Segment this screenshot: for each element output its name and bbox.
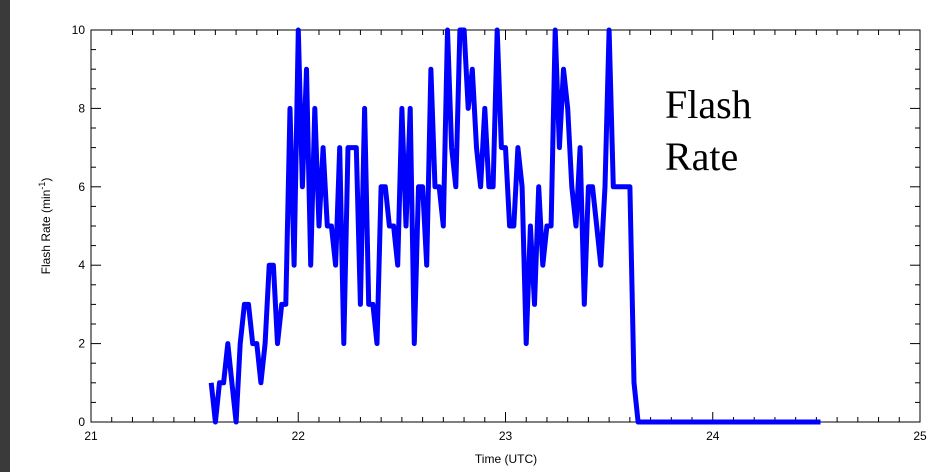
x-tick-label: 25 — [913, 429, 927, 443]
y-axis-title-end: ) — [39, 178, 53, 182]
y-tick-label: 8 — [78, 101, 85, 115]
x-tick-label: 22 — [292, 429, 306, 443]
y-tick-label: 4 — [78, 258, 85, 272]
y-axis-title-superscript: -1 — [37, 182, 47, 190]
y-axis-title-main: Flash Rate (min — [39, 190, 53, 275]
x-tick-label: 24 — [706, 429, 720, 443]
x-tick-label: 21 — [84, 429, 98, 443]
plot-area-frame — [90, 29, 921, 423]
x-axis-title: Time (UTC) — [475, 452, 537, 466]
y-tick-label: 2 — [78, 337, 85, 351]
flash-rate-line — [208, 27, 821, 425]
y-tick-label: 6 — [78, 180, 85, 194]
annotation-flash: Flash — [665, 82, 752, 127]
y-axis-title: Flash Rate (min-1) — [37, 178, 53, 275]
axis-ticks — [90, 29, 921, 423]
y-tick-label: 10 — [72, 23, 86, 37]
x-tick-label: 23 — [499, 429, 513, 443]
annotation-rate: Rate — [665, 134, 738, 179]
chart-frame: 21 22 23 24 25 0 2 4 6 8 10 Time (UTC) Flash Rate … — [10, 0, 940, 472]
y-tick-label: 0 — [78, 415, 85, 429]
